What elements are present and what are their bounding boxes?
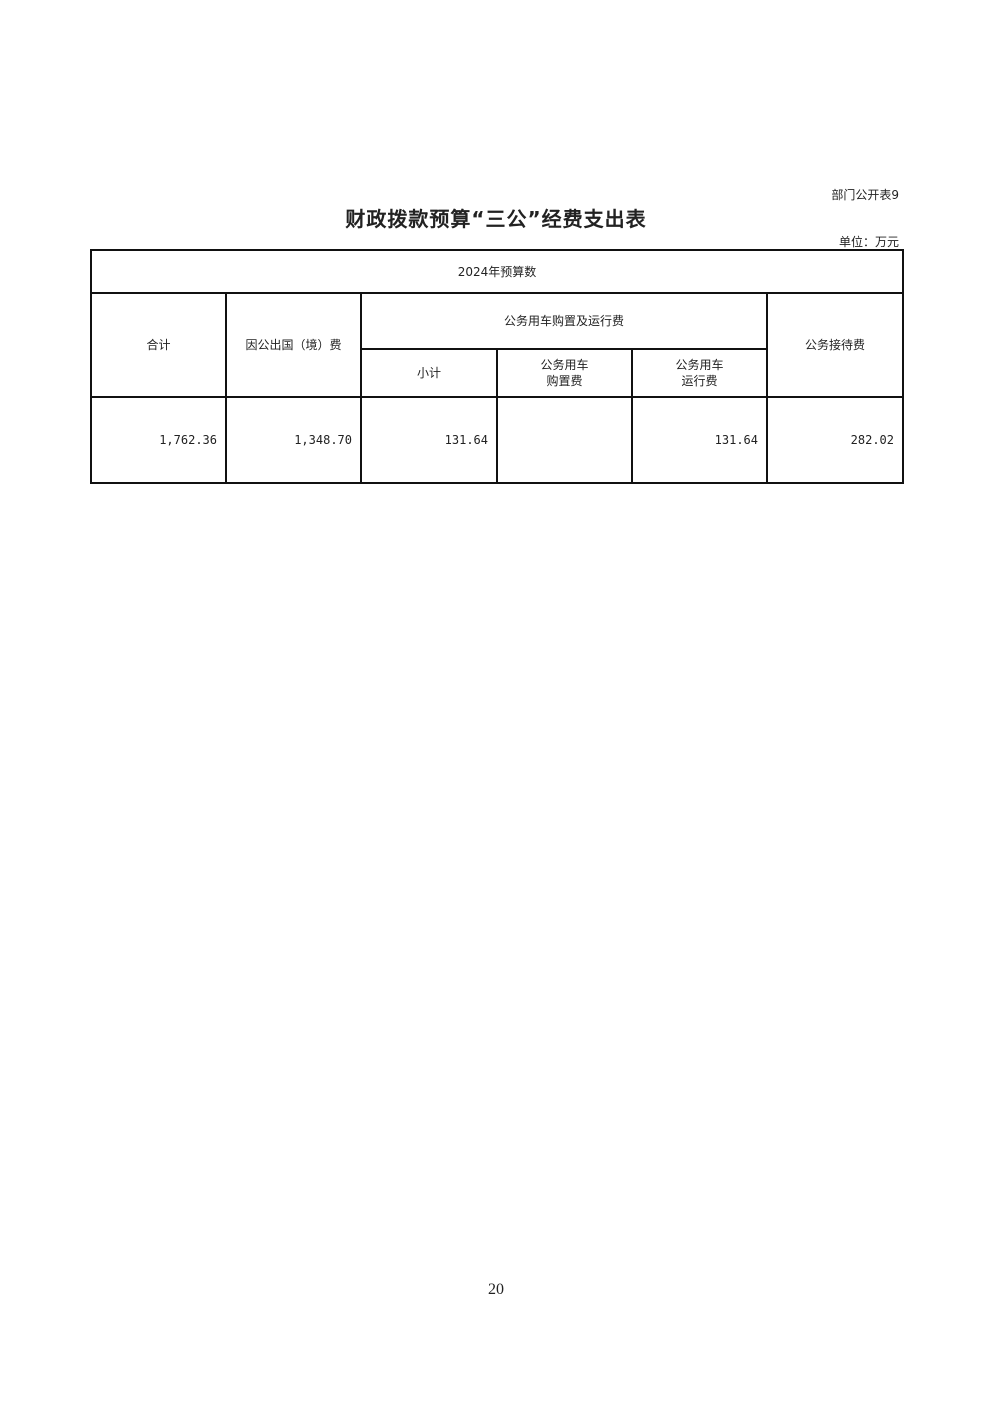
header-abroad: 因公出国（境）费 bbox=[225, 292, 362, 398]
table-number: 部门公开表9 bbox=[831, 188, 899, 202]
page-number: 20 bbox=[488, 1281, 504, 1298]
cell-reception: 282.02 bbox=[765, 396, 905, 484]
cell-vehicle-operation: 131.64 bbox=[631, 396, 768, 484]
cell-total: 1,762.36 bbox=[90, 396, 227, 484]
unit-label: 单位：万元 bbox=[838, 235, 899, 249]
header-line: 公务用车 bbox=[540, 358, 589, 372]
header-total: 合计 bbox=[90, 292, 227, 398]
cell-abroad: 1,348.70 bbox=[225, 396, 362, 484]
cell-subtotal: 131.64 bbox=[360, 396, 498, 484]
header-line: 购置费 bbox=[546, 374, 583, 388]
header-reception: 公务接待费 bbox=[765, 292, 905, 398]
table-row: 1,762.36 1,348.70 131.64 131.64 282.02 bbox=[90, 396, 905, 484]
header-vehicle-group: 公务用车购置及运行费 bbox=[360, 292, 768, 350]
group-header: 2024年预算数 bbox=[89, 249, 905, 294]
header-vehicle-operation: 公务用车 运行费 bbox=[631, 348, 768, 398]
header-vehicle-purchase: 公务用车 购置费 bbox=[496, 348, 633, 398]
three-public-expenses-table: 2024年预算数 合计 因公出国（境）费 公务用车购置及运行费 公务接待费 小计… bbox=[89, 249, 905, 484]
cell-vehicle-purchase bbox=[496, 396, 633, 484]
header-line: 公务用车 bbox=[675, 358, 724, 372]
header-line: 运行费 bbox=[681, 374, 718, 388]
page-title: 财政拨款预算“三公”经费支出表 bbox=[345, 207, 647, 231]
header-subtotal: 小计 bbox=[360, 348, 498, 398]
